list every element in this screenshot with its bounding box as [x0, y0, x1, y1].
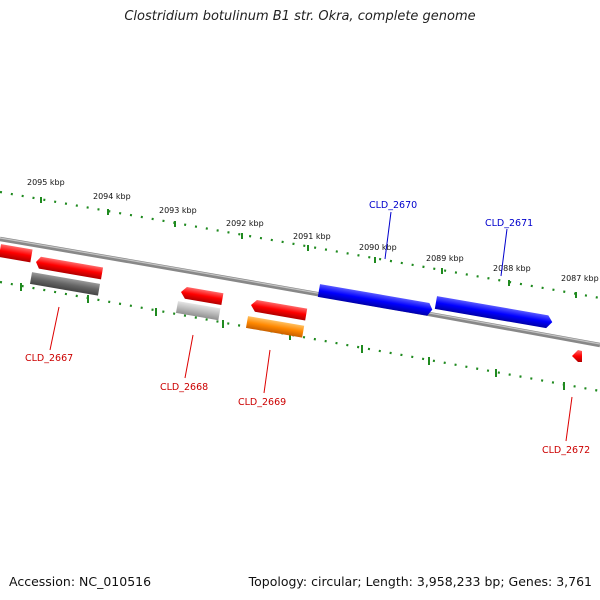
gene-label-cld-2672[interactable]: CLD_2672	[542, 445, 590, 456]
gene-cld-2669-arrow[interactable]	[250, 299, 308, 321]
gene-label-cld-2669[interactable]: CLD_2669	[238, 397, 286, 408]
gene-label-cld-2670[interactable]: CLD_2670	[369, 200, 417, 211]
scale-label: 2095 kbp	[27, 178, 65, 187]
outer-scale-track	[0, 190, 600, 300]
gene-cld-2670[interactable]	[317, 284, 434, 316]
scale-label: 2093 kbp	[159, 206, 197, 215]
gene-cld-2666[interactable]	[0, 244, 33, 263]
scale-label: 2088 kbp	[493, 264, 531, 273]
leader-cld-2668	[184, 334, 194, 379]
map-title: Clostridium botulinum B1 str. Okra, comp…	[124, 9, 476, 24]
gene-cld-2668-arrow[interactable]	[180, 286, 224, 306]
scale-label: 2092 kbp	[226, 219, 264, 228]
leader-cld-2671	[500, 228, 508, 277]
leader-cld-2670	[384, 211, 392, 260]
gene-cld-2669[interactable]	[245, 316, 305, 338]
scale-label: 2090 kbp	[359, 243, 397, 252]
scale-label: 2094 kbp	[93, 192, 131, 201]
genome-backbone	[0, 236, 600, 348]
gene-cld-2668[interactable]	[175, 301, 221, 321]
inner-scale-track	[0, 280, 600, 393]
scale-labels: 2095 kbp 2094 kbp 2093 kbp 2092 kbp 2091…	[27, 178, 599, 283]
gene-label-cld-2668[interactable]: CLD_2668	[160, 382, 208, 393]
gene-cld-2672[interactable]	[572, 350, 582, 362]
gene-cld-2667[interactable]	[29, 272, 101, 296]
gene-cld-2671[interactable]	[434, 296, 553, 329]
gene-label-cld-2667[interactable]: CLD_2667	[25, 353, 73, 364]
gene-cld-2667-arrow[interactable]	[35, 256, 104, 280]
gene-label-cld-2671[interactable]: CLD_2671	[485, 218, 533, 229]
scale-label: 2091 kbp	[293, 232, 331, 241]
accession-info: Accession: NC_010516	[9, 574, 152, 589]
scale-label: 2089 kbp	[426, 254, 464, 263]
leader-cld-2667	[49, 306, 60, 351]
scale-label: 2087 kbp	[561, 274, 599, 283]
genome-stats: Topology: circular; Length: 3,958,233 bp…	[248, 574, 592, 589]
leader-cld-2669	[263, 349, 271, 394]
leader-cld-2672	[565, 396, 573, 442]
